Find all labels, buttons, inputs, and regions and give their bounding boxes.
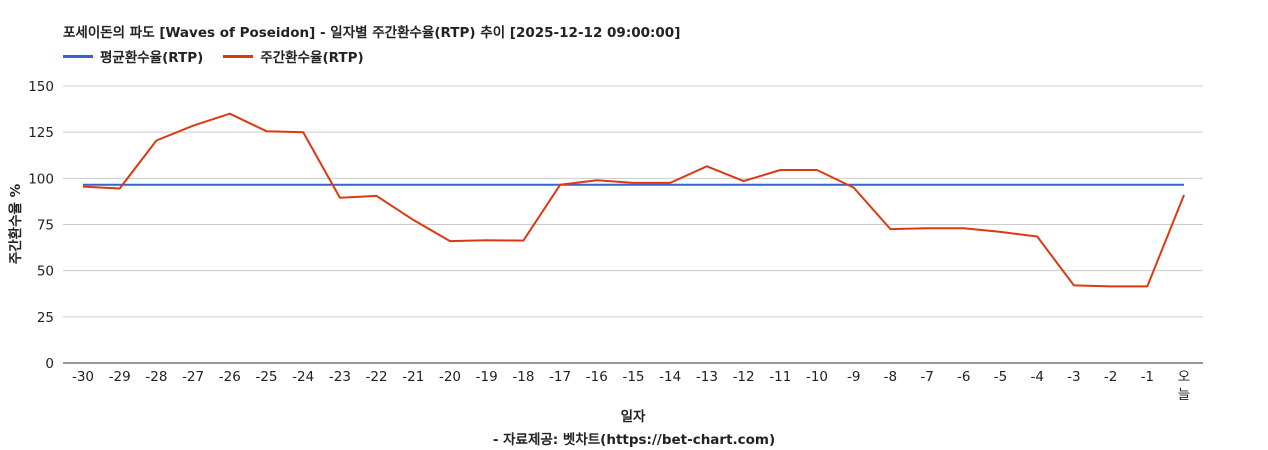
x-tick-label: -21 — [402, 369, 424, 385]
y-tick-label: 125 — [28, 125, 54, 141]
y-tick-label: 75 — [37, 218, 54, 234]
legend-item-weekly[interactable]: 주간환수율(RTP) — [223, 46, 364, 66]
data-source-credit: - 자료제공: 벳차트(https://bet-chart.com) — [492, 432, 776, 448]
x-tick-label: -5 — [994, 369, 1007, 385]
legend-label-average: 평균환수율(RTP) — [100, 50, 204, 66]
legend-label-weekly: 주간환수율(RTP) — [260, 50, 364, 66]
x-tick-label: -18 — [512, 369, 534, 385]
grid-lines — [63, 85, 1203, 364]
x-tick-label: -20 — [439, 369, 461, 385]
y-tick-label: 100 — [28, 171, 54, 187]
x-tick-label: -22 — [366, 369, 388, 385]
y-tick-label: 50 — [37, 264, 54, 280]
y-axis-label: 주간환수율 % — [7, 183, 24, 264]
legend-swatch-average — [63, 54, 93, 58]
x-tick-label: -9 — [847, 369, 860, 385]
legend-item-average[interactable]: 평균환수율(RTP) — [63, 46, 203, 66]
x-tick-label: -2 — [1104, 369, 1117, 385]
chart-legend: 평균환수율(RTP) 주간환수율(RTP) — [63, 46, 384, 66]
x-tick-label: -29 — [109, 369, 131, 385]
x-tick-label: -15 — [622, 369, 644, 385]
x-tick-label: -25 — [255, 369, 277, 385]
series-lines — [82, 112, 1185, 288]
x-tick-label: -1 — [1141, 369, 1154, 385]
x-tick-label: -16 — [586, 369, 608, 385]
y-tick-labels: 0 25 50 75 100 125 150 — [28, 79, 54, 372]
x-tick-label: -17 — [549, 369, 571, 385]
x-tick-label: -12 — [733, 369, 755, 385]
y-tick-label: 0 — [45, 356, 54, 372]
chart-title: 포세이돈의 파도 [Waves of Poseidon] - 일자별 주간환수율… — [63, 25, 681, 41]
x-tick-label: -27 — [182, 369, 204, 385]
y-tick-label: 150 — [28, 79, 54, 95]
x-tick-label: -10 — [806, 369, 828, 385]
x-axis-label: 일자 — [621, 409, 646, 425]
x-tick-label: -8 — [884, 369, 897, 385]
x-tick-label: -23 — [329, 369, 351, 385]
x-tick-label: -26 — [219, 369, 241, 385]
series-line-weekly-rtp[interactable] — [82, 112, 1185, 288]
x-tick-label: -14 — [659, 369, 681, 385]
x-tick-label: -28 — [145, 369, 167, 385]
x-tick-label: -13 — [696, 369, 718, 385]
x-tick-label: -30 — [72, 369, 94, 385]
x-tick-label: -6 — [957, 369, 970, 385]
y-tick-label: 25 — [37, 310, 54, 326]
x-tick-label: -4 — [1030, 369, 1043, 385]
x-tick-label: -19 — [476, 369, 498, 385]
legend-swatch-weekly — [223, 54, 254, 58]
x-tick-label: -24 — [292, 369, 314, 385]
x-tick-label: -11 — [769, 369, 791, 385]
x-tick-label: -7 — [920, 369, 933, 385]
x-tick-label: -3 — [1067, 369, 1080, 385]
x-tick-labels: -30 -29 -28 -27 -26 -25 -24 -23 -22 -21 -20 -19 -18-… — [72, 369, 1190, 403]
